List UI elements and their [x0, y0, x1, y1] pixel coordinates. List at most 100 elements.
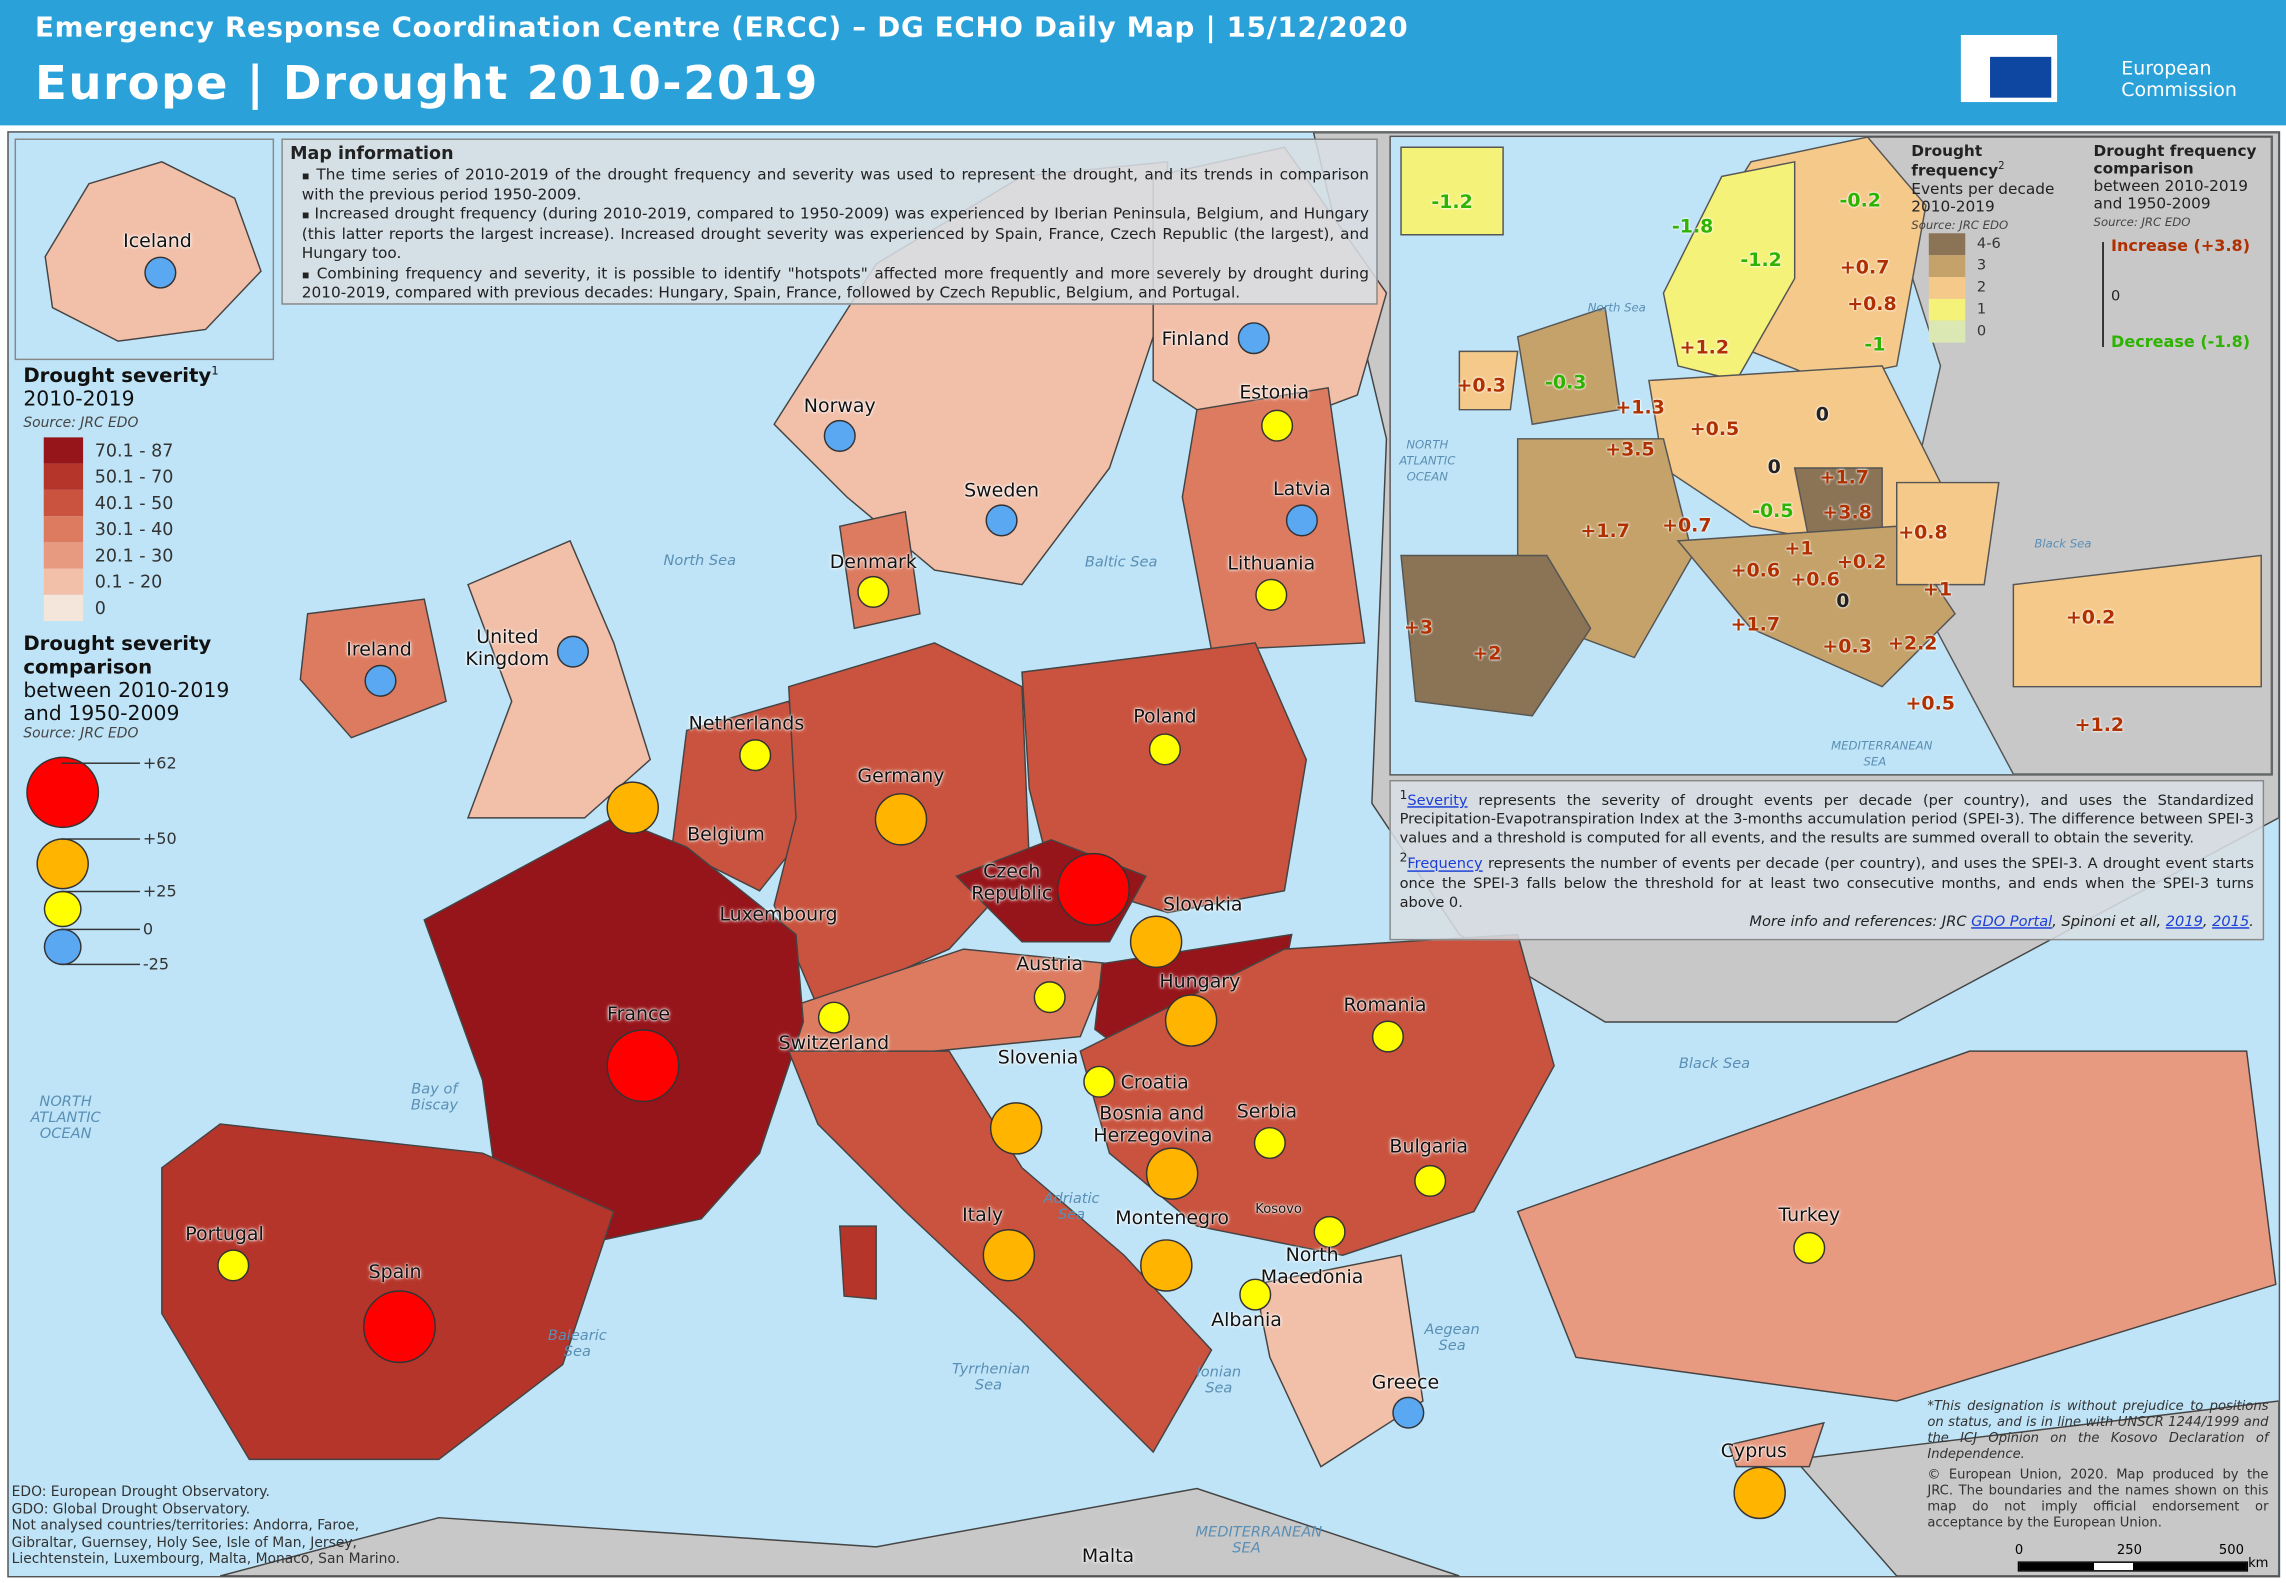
frequency-comparison-legend: Drought frequency comparison between 201… [2094, 143, 2269, 353]
severity-change-marker[interactable] [1140, 1239, 1193, 1292]
severity-change-marker[interactable] [1129, 915, 1183, 969]
size-legend-bubble [43, 890, 82, 928]
map-info-bullet: Increased drought frequency (during 2010… [302, 206, 1369, 265]
severity-change-marker[interactable] [1056, 852, 1130, 926]
severity-change-marker[interactable] [1239, 1278, 1272, 1311]
eu-flag-icon [1960, 34, 2058, 103]
country-label: Germany [857, 766, 945, 788]
frequency-change-value: -0.3 [1545, 372, 1587, 395]
note-line: EDO: European Drought Observatory. [11, 1484, 270, 1501]
land-france [423, 817, 805, 1242]
severity-change-marker[interactable] [364, 664, 397, 697]
severity-change-marker[interactable] [1033, 981, 1066, 1014]
severity-change-marker[interactable] [982, 1229, 1036, 1282]
reference-text: , Spinoni et all, [2052, 913, 2166, 930]
country-label: Romania [1343, 995, 1427, 1017]
frequency-change-value: +0.3 [1822, 636, 1872, 659]
gdo-portal-link[interactable]: GDO Portal [1971, 913, 2053, 930]
sea-label: NORTH ATLANTIC OCEAN [30, 1094, 101, 1143]
severity-change-marker[interactable] [1392, 1396, 1425, 1429]
severity-class-label: 40.1 - 50 [94, 492, 174, 514]
severity-change-marker[interactable] [1261, 409, 1294, 442]
country-label: North Macedonia [1260, 1245, 1364, 1289]
non-analysed-land [1793, 1400, 2279, 1576]
severity-change-marker[interactable] [217, 1249, 250, 1282]
severity-change-marker[interactable] [1083, 1065, 1116, 1098]
severity-change-marker[interactable] [739, 739, 772, 772]
severity-link[interactable]: Severity [1407, 793, 1468, 810]
frequency-swatch [1928, 320, 1966, 342]
frequency-class-label: 3 [1976, 257, 1987, 274]
severity-class-label: 0 [94, 597, 106, 619]
country-label: Montenegro [1115, 1207, 1230, 1230]
sea-label: Tyrrhenian Sea [952, 1361, 1030, 1394]
zero-label: 0 [2111, 288, 2121, 305]
country-label: Belgium [687, 824, 765, 847]
severity-swatch [43, 568, 84, 595]
severity-change-marker[interactable] [1733, 1466, 1786, 1520]
frequency-inset-map[interactable]: Drought frequency2 Events per decade 201… [1389, 135, 2273, 776]
frequency-legend: Drought frequency2 Events per decade 201… [1911, 143, 2071, 342]
note-line: Not analysed countries/territories: Ando… [11, 1517, 401, 1568]
frequency-change-value: +0.8 [1898, 522, 1948, 545]
country-label: Denmark [829, 551, 917, 574]
size-legend-label: +62 [142, 753, 177, 773]
severity-change-marker[interactable] [1253, 1126, 1286, 1160]
legend-subtitle: Events per decade [1911, 180, 2055, 198]
country-label: Switzerland [778, 1032, 890, 1055]
severity-change-marker[interactable] [1793, 1231, 1826, 1264]
reference-2019-link[interactable]: 2019 [2165, 913, 2203, 930]
severity-change-marker[interactable] [1164, 994, 1218, 1047]
frequency-change-value: +3 [1403, 617, 1434, 640]
sea-label: MEDITERRANEAN SEA [1195, 1524, 1323, 1558]
severity-change-marker[interactable] [363, 1290, 436, 1364]
severity-change-marker[interactable] [874, 793, 928, 846]
country-label: Cyprus [1720, 1441, 1787, 1464]
frequency-change-value: +3.8 [1822, 502, 1872, 525]
map-information-panel: Map information The time series of 2010-… [281, 138, 1378, 305]
severity-change-marker[interactable] [1371, 1020, 1404, 1053]
severity-class-label: 50.1 - 70 [94, 466, 174, 487]
legend-period: 2010-2019 [1911, 197, 1995, 216]
country-label: Hungary [1159, 971, 1241, 994]
frequency-change-value: +0.6 [1790, 569, 1840, 592]
severity-change-marker[interactable] [823, 419, 856, 452]
severity-swatch [43, 516, 84, 543]
severity-change-marker[interactable] [606, 781, 659, 834]
frequency-swatch [1928, 254, 1966, 277]
severity-change-marker[interactable] [1285, 504, 1318, 537]
decrease-label: Decrease (-1.8) [2111, 332, 2251, 352]
severity-change-marker[interactable] [1145, 1147, 1199, 1200]
severity-change-marker[interactable] [857, 575, 890, 608]
severity-change-marker[interactable] [1414, 1164, 1447, 1197]
country-label: United Kingdom [465, 626, 550, 671]
legend-title: Drought frequency comparison [2093, 142, 2257, 178]
severity-change-marker[interactable] [985, 504, 1018, 537]
severity-change-marker[interactable] [1237, 322, 1270, 355]
severity-change-marker[interactable] [817, 1001, 850, 1034]
legend-source: Source: JRC EDO [2093, 215, 2191, 229]
severity-change-marker[interactable] [1255, 578, 1288, 611]
comparison-legend-title: Drought severity comparison [23, 632, 212, 680]
country-label: Greece [1371, 1372, 1440, 1395]
frequency-change-value: +0.2 [1837, 551, 1887, 574]
definitions-footnote: 1Severity represents the severity of dro… [1389, 779, 2265, 941]
severity-change-marker[interactable] [144, 256, 177, 289]
size-legend-label: 0 [142, 919, 154, 939]
copyright-disclaimer: © European Union, 2020. Map produced by … [1927, 1468, 2269, 1531]
reference-2015-link[interactable]: 2015 [2212, 913, 2250, 930]
notes: EDO: European Drought Observatory. GDO: … [12, 1484, 420, 1568]
header-banner: Emergency Response Coordination Centre (… [0, 0, 2286, 126]
severity-change-marker[interactable] [556, 635, 589, 668]
land-poland [1021, 642, 1308, 914]
severity-change-marker[interactable] [1148, 733, 1181, 766]
frequency-change-value: -1.2 [1740, 250, 1782, 272]
severity-change-marker[interactable] [606, 1029, 680, 1103]
severity-class-label: 0.1 - 20 [94, 571, 163, 592]
severity-change-marker[interactable] [1313, 1215, 1346, 1248]
frequency-link[interactable]: Frequency [1407, 856, 1483, 873]
sea-label: NORTH ATLANTIC OCEAN [1399, 438, 1456, 484]
reference-text: More info and references: JRC [1749, 913, 1972, 930]
sea-label: Ionian Sea [1196, 1364, 1242, 1397]
severity-change-marker[interactable] [989, 1102, 1043, 1155]
